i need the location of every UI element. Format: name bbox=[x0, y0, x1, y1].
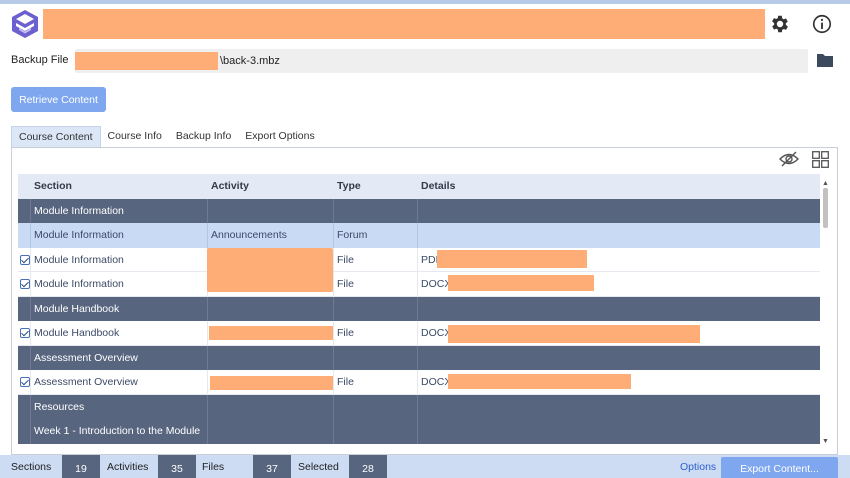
table-row-section[interactable]: Module Handbook bbox=[18, 296, 820, 321]
table-row-section[interactable]: Week 1 - Introduction to the Module bbox=[18, 419, 820, 444]
scroll-up-icon[interactable]: ▲ bbox=[822, 180, 829, 187]
table-row[interactable]: Module Information File DOCX: bbox=[18, 272, 820, 297]
checkbox-checked-icon[interactable] bbox=[20, 254, 30, 265]
status-bar: Sections 19 Activities 35 Files 37 Selec… bbox=[0, 455, 850, 478]
column-header-type[interactable]: Type bbox=[337, 180, 361, 192]
info-icon[interactable] bbox=[811, 13, 833, 35]
selected-count: 28 bbox=[349, 455, 387, 478]
cell-type: File bbox=[334, 247, 418, 271]
cell-section: Assessment Overview bbox=[31, 345, 208, 370]
cell-type: File bbox=[334, 321, 418, 345]
table-row-section[interactable]: Assessment Overview bbox=[18, 345, 820, 370]
cell-type: File bbox=[334, 370, 418, 394]
tab-export-options[interactable]: Export Options bbox=[245, 130, 315, 142]
backup-path-redacted bbox=[75, 52, 218, 70]
sections-count: 19 bbox=[62, 455, 100, 478]
cell-details: DOCX: bbox=[421, 376, 455, 388]
cell-section: Resources bbox=[31, 394, 208, 419]
table-row-section[interactable]: Module Information bbox=[18, 198, 820, 223]
sections-label: Sections bbox=[11, 461, 52, 473]
table-row-section[interactable]: Resources bbox=[18, 394, 820, 419]
vertical-scrollbar[interactable]: ▲ ▼ bbox=[820, 180, 830, 450]
cell-section: Module Information bbox=[31, 247, 208, 271]
cell-section: Module Handbook bbox=[31, 296, 208, 321]
details-redacted bbox=[437, 250, 587, 268]
options-link[interactable]: Options bbox=[680, 461, 717, 473]
cell-section: Assessment Overview bbox=[31, 370, 208, 394]
backup-file-label: Backup File bbox=[11, 54, 69, 66]
cell-section: Module Information bbox=[31, 223, 208, 248]
cell-section: Module Information bbox=[31, 272, 208, 296]
cell-section: Module Information bbox=[31, 198, 208, 223]
table-header: Section Activity Type Details bbox=[18, 174, 820, 199]
activities-count: 35 bbox=[158, 455, 196, 478]
cell-section: Week 1 - Introduction to the Module bbox=[31, 419, 208, 444]
scroll-down-icon[interactable]: ▼ bbox=[822, 438, 829, 445]
activities-label: Activities bbox=[107, 461, 149, 473]
window-title-redacted bbox=[43, 9, 765, 39]
details-redacted bbox=[448, 325, 700, 343]
backup-file-field[interactable]: \back-3.mbz bbox=[75, 49, 808, 73]
course-content-table: Section Activity Type Details Module Inf… bbox=[18, 174, 820, 444]
table-row-selected[interactable]: Module Information Announcements Forum bbox=[18, 223, 820, 248]
details-redacted bbox=[448, 275, 594, 291]
checkbox-checked-icon[interactable] bbox=[20, 328, 30, 338]
gear-icon[interactable] bbox=[769, 13, 791, 35]
retrieve-content-button[interactable]: Retrieve Content bbox=[11, 87, 106, 112]
tab-course-content[interactable]: Course Content bbox=[11, 126, 101, 148]
cell-section: Module Handbook bbox=[31, 321, 208, 345]
checkbox-checked-icon[interactable] bbox=[20, 377, 30, 387]
files-label: Files bbox=[202, 461, 225, 473]
tab-bar: Course Content Course Info Backup Info E… bbox=[11, 126, 322, 148]
cell-activity: Announcements bbox=[208, 223, 334, 248]
cell-details: DOCX: bbox=[421, 278, 455, 290]
cell-type: Forum bbox=[334, 223, 418, 248]
backup-file-name: \back-3.mbz bbox=[220, 55, 280, 67]
app-logo-icon bbox=[12, 10, 38, 38]
files-count: 37 bbox=[253, 455, 291, 478]
export-content-button[interactable]: Export Content... bbox=[721, 457, 838, 478]
table-row[interactable]: Module Information File PDF: bbox=[18, 247, 820, 272]
selected-label: Selected bbox=[298, 461, 339, 473]
activity-redacted bbox=[210, 376, 333, 390]
tab-course-info[interactable]: Course Info bbox=[107, 130, 162, 142]
checkbox-checked-icon[interactable] bbox=[20, 279, 30, 289]
column-header-section[interactable]: Section bbox=[34, 180, 72, 192]
window-top-strip bbox=[0, 0, 850, 4]
details-redacted bbox=[448, 374, 631, 389]
activity-redacted bbox=[207, 248, 333, 292]
cell-details: DOCX: bbox=[421, 327, 455, 339]
column-header-details[interactable]: Details bbox=[421, 180, 456, 192]
activity-redacted bbox=[209, 326, 333, 340]
eye-slash-icon[interactable] bbox=[779, 150, 799, 168]
table-row[interactable]: Assessment Overview File DOCX: bbox=[18, 370, 820, 395]
tab-backup-info[interactable]: Backup Info bbox=[175, 130, 232, 142]
column-header-activity[interactable]: Activity bbox=[211, 180, 249, 192]
grid-icon[interactable] bbox=[812, 151, 829, 168]
folder-icon[interactable] bbox=[816, 52, 834, 68]
cell-type: File bbox=[334, 272, 418, 296]
scrollbar-thumb[interactable] bbox=[823, 188, 828, 228]
